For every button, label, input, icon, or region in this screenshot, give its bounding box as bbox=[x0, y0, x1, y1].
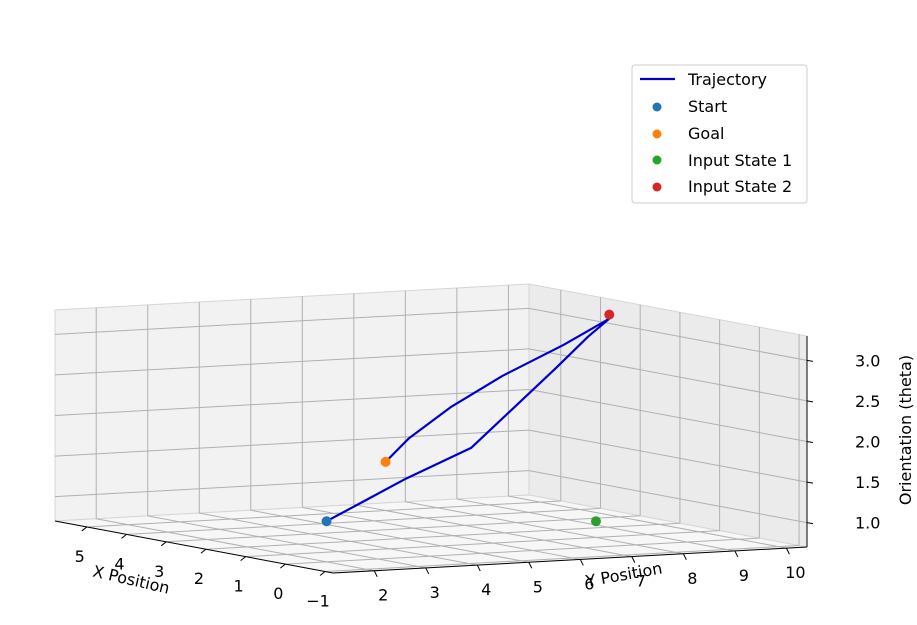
grid-line-z-side bbox=[528, 429, 808, 483]
z-axis-label: Orientation (theta) bbox=[896, 355, 915, 505]
legend-goal-label: Goal bbox=[688, 124, 724, 143]
x-axis-line bbox=[54, 520, 334, 574]
x-tick-label: 0 bbox=[273, 584, 283, 603]
grid-line-y-floor bbox=[199, 512, 478, 566]
grid-line-z-back bbox=[54, 429, 530, 457]
grid-line-z-side bbox=[528, 307, 808, 361]
trajectory-line bbox=[325, 317, 611, 523]
legend-goal-swatch bbox=[652, 129, 662, 139]
x-tick-mark bbox=[121, 533, 127, 539]
grid-line-y-floor bbox=[302, 506, 581, 560]
x-tick-mark bbox=[240, 556, 246, 562]
y-tick-mark bbox=[476, 564, 481, 572]
legend-input-state-1-swatch bbox=[652, 155, 662, 165]
grid-line-y-floor bbox=[147, 515, 426, 569]
legend-start-label: Start bbox=[688, 97, 727, 116]
y-tick-mark bbox=[682, 553, 687, 561]
goal-point bbox=[380, 456, 391, 467]
x-tick-mark bbox=[319, 571, 326, 576]
y-axis-line bbox=[332, 546, 808, 574]
legend-input-state-1-label: Input State 1 bbox=[688, 151, 792, 170]
grid-line-x-floor bbox=[245, 530, 720, 558]
grid-line-z-back bbox=[54, 470, 530, 498]
legend-start-swatch bbox=[652, 102, 662, 112]
z-tick-label: 1.5 bbox=[855, 473, 880, 492]
grid-line-y-floor bbox=[250, 509, 529, 563]
x-tick-label: −1 bbox=[306, 592, 330, 611]
x-tick-mark bbox=[81, 526, 88, 532]
y-tick-mark bbox=[425, 567, 430, 575]
x-tick-label: 4 bbox=[114, 554, 124, 573]
z-tick-label: 1.0 bbox=[855, 514, 880, 533]
y-tick-mark bbox=[579, 559, 584, 566]
x-tick-label: 2 bbox=[194, 569, 204, 588]
plot-data bbox=[321, 309, 615, 527]
legend-trajectory-label: Trajectory bbox=[687, 70, 767, 89]
legend-frame bbox=[631, 64, 808, 204]
legend: Trajectory Start Goal Input State 1 Inpu… bbox=[631, 64, 808, 204]
tick-labels: −1 0 1 2 3 4 5 2 3 4 5 6 7 8 9 10 1.0 1.5 2.0 2.5 3.0 bbox=[75, 351, 881, 610]
z-tick-label: 2.5 bbox=[855, 392, 880, 411]
x-tick-mark bbox=[160, 541, 167, 547]
y-tick-mark bbox=[528, 562, 533, 569]
grid-line-x-floor bbox=[126, 507, 601, 535]
y-tick-label: 4 bbox=[481, 580, 491, 599]
tick-marks bbox=[81, 359, 814, 577]
grid-line-z-back bbox=[54, 307, 530, 335]
grid-line-x-floor bbox=[166, 515, 641, 543]
grid-line-z-side bbox=[528, 348, 808, 402]
y-tick-label: 3 bbox=[430, 583, 440, 602]
z-tick-label: 2.0 bbox=[855, 433, 880, 452]
y-tick-label: 8 bbox=[687, 569, 697, 588]
y-tick-label: 7 bbox=[636, 572, 646, 591]
x-tick-mark bbox=[280, 563, 286, 569]
grid-line-y-floor bbox=[508, 495, 787, 549]
x-tick-label: 1 bbox=[234, 577, 244, 596]
z-tick-mark bbox=[806, 481, 814, 484]
grid-line-z-side bbox=[528, 389, 808, 442]
y-tick-label: 2 bbox=[378, 586, 388, 605]
y-axis-label: Y Position bbox=[583, 559, 663, 591]
grid-line-x-floor bbox=[325, 545, 800, 573]
y-tick-label: 5 bbox=[533, 577, 543, 596]
input-state-2-point bbox=[604, 309, 615, 320]
legend-input-state-2-label: Input State 2 bbox=[688, 177, 792, 196]
grid-line-z-side bbox=[528, 470, 808, 524]
grid-line-x-floor bbox=[205, 522, 680, 550]
start-point bbox=[321, 516, 332, 527]
grid-line-y-floor bbox=[96, 518, 375, 572]
grid-line-x-floor bbox=[285, 537, 760, 565]
grid-lines bbox=[54, 285, 808, 573]
z-tick-mark bbox=[806, 359, 814, 362]
legend-input-state-2-swatch bbox=[652, 182, 662, 192]
z-tick-label: 3.0 bbox=[855, 351, 880, 370]
input-state-1-point bbox=[590, 516, 601, 527]
y-tick-mark bbox=[785, 547, 790, 555]
grid-line-z-back bbox=[54, 348, 530, 376]
y-tick-mark bbox=[373, 570, 378, 577]
x-tick-label: 5 bbox=[75, 547, 85, 566]
y-tick-label: 9 bbox=[739, 566, 749, 585]
chart-panes bbox=[54, 283, 808, 574]
grid-line-z-back bbox=[54, 389, 530, 416]
y-tick-mark bbox=[631, 556, 636, 563]
y-tick-label: 10 bbox=[785, 563, 805, 582]
z-tick-mark bbox=[806, 400, 814, 403]
y-tick-label: 6 bbox=[584, 574, 594, 593]
grid-line-y-floor bbox=[405, 501, 684, 555]
z-tick-mark bbox=[806, 441, 814, 443]
grid-line-x-floor bbox=[86, 500, 561, 528]
y-tick-mark bbox=[734, 550, 739, 558]
x-tick-mark bbox=[200, 548, 207, 554]
grid-line-y-floor bbox=[353, 504, 632, 558]
z-tick-mark bbox=[806, 522, 814, 525]
x-tick-label: 3 bbox=[154, 562, 164, 581]
